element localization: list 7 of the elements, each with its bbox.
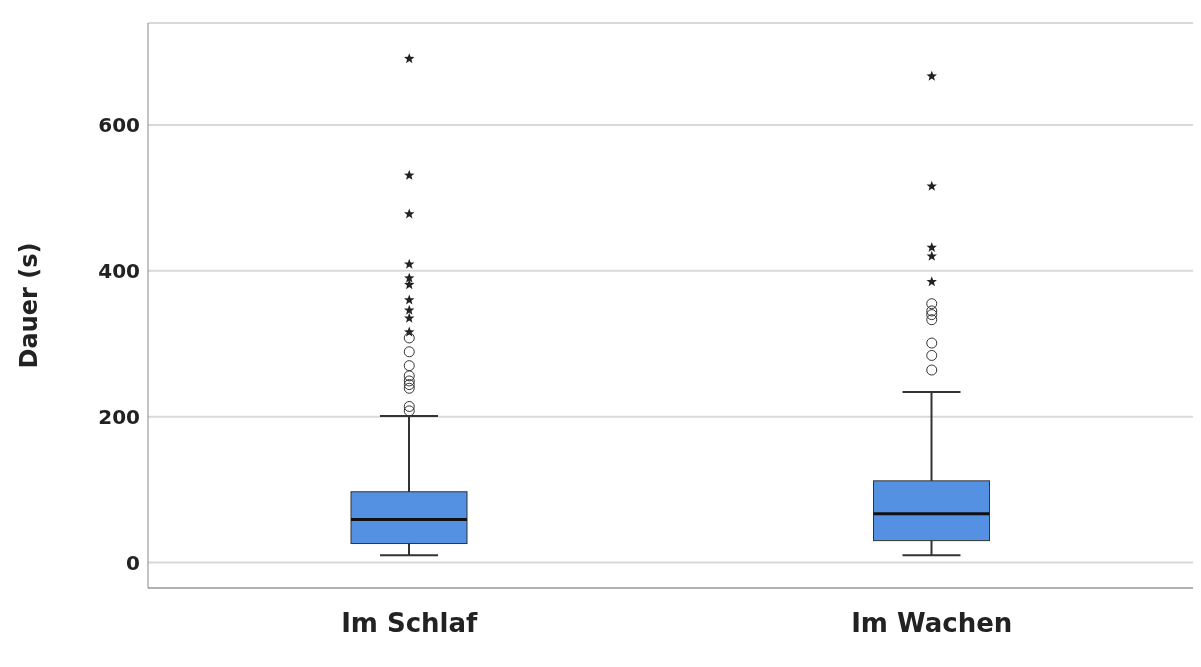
y-tick-label: 200	[98, 404, 140, 429]
y-tick-label: 600	[98, 113, 140, 138]
y-axis-title: Dauer (s)	[14, 242, 43, 369]
y-tick-label: 0	[126, 550, 140, 575]
y-tick-label: 400	[98, 258, 140, 283]
x-tick-label: Im Schlaf	[341, 608, 479, 639]
x-tick-label: Im Wachen	[851, 608, 1013, 639]
